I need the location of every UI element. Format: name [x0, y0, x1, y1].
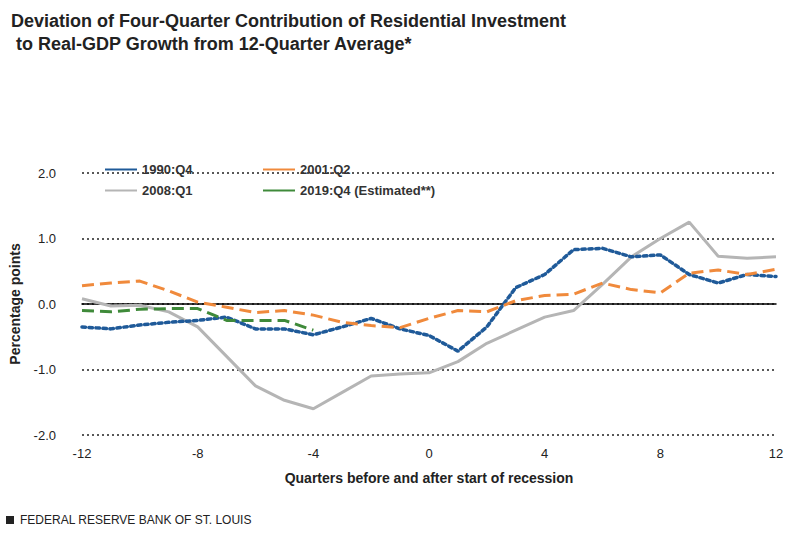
svg-text:0: 0	[425, 446, 432, 461]
svg-text:2.0: 2.0	[38, 166, 56, 181]
svg-text:Percentage points: Percentage points	[7, 243, 23, 365]
svg-text:Deviation of Four-Quarter Cont: Deviation of Four-Quarter Contribution o…	[11, 11, 566, 31]
svg-text:8: 8	[657, 446, 664, 461]
svg-text:0.0: 0.0	[38, 297, 56, 312]
svg-text:1990:Q4: 1990:Q4	[142, 162, 193, 177]
svg-text:-8: -8	[192, 446, 204, 461]
svg-text:2001:Q2: 2001:Q2	[300, 162, 351, 177]
svg-text:-1.0: -1.0	[34, 362, 56, 377]
svg-text:to Real-GDP Growth from 12-Qua: to Real-GDP Growth from 12-Quarter Avera…	[11, 34, 411, 54]
svg-text:1.0: 1.0	[38, 231, 56, 246]
svg-text:12: 12	[769, 446, 783, 461]
svg-text:4: 4	[541, 446, 548, 461]
svg-text:-12: -12	[73, 446, 92, 461]
svg-text:Quarters before and after star: Quarters before and after start of reces…	[285, 470, 574, 486]
svg-text:-4: -4	[308, 446, 320, 461]
svg-text:2008:Q1: 2008:Q1	[142, 183, 193, 198]
svg-text:2019:Q4 (Estimated**): 2019:Q4 (Estimated**)	[300, 183, 435, 198]
svg-text:-2.0: -2.0	[34, 428, 56, 443]
svg-text:FEDERAL RESERVE BANK OF ST. LO: FEDERAL RESERVE BANK OF ST. LOUIS	[20, 513, 251, 527]
